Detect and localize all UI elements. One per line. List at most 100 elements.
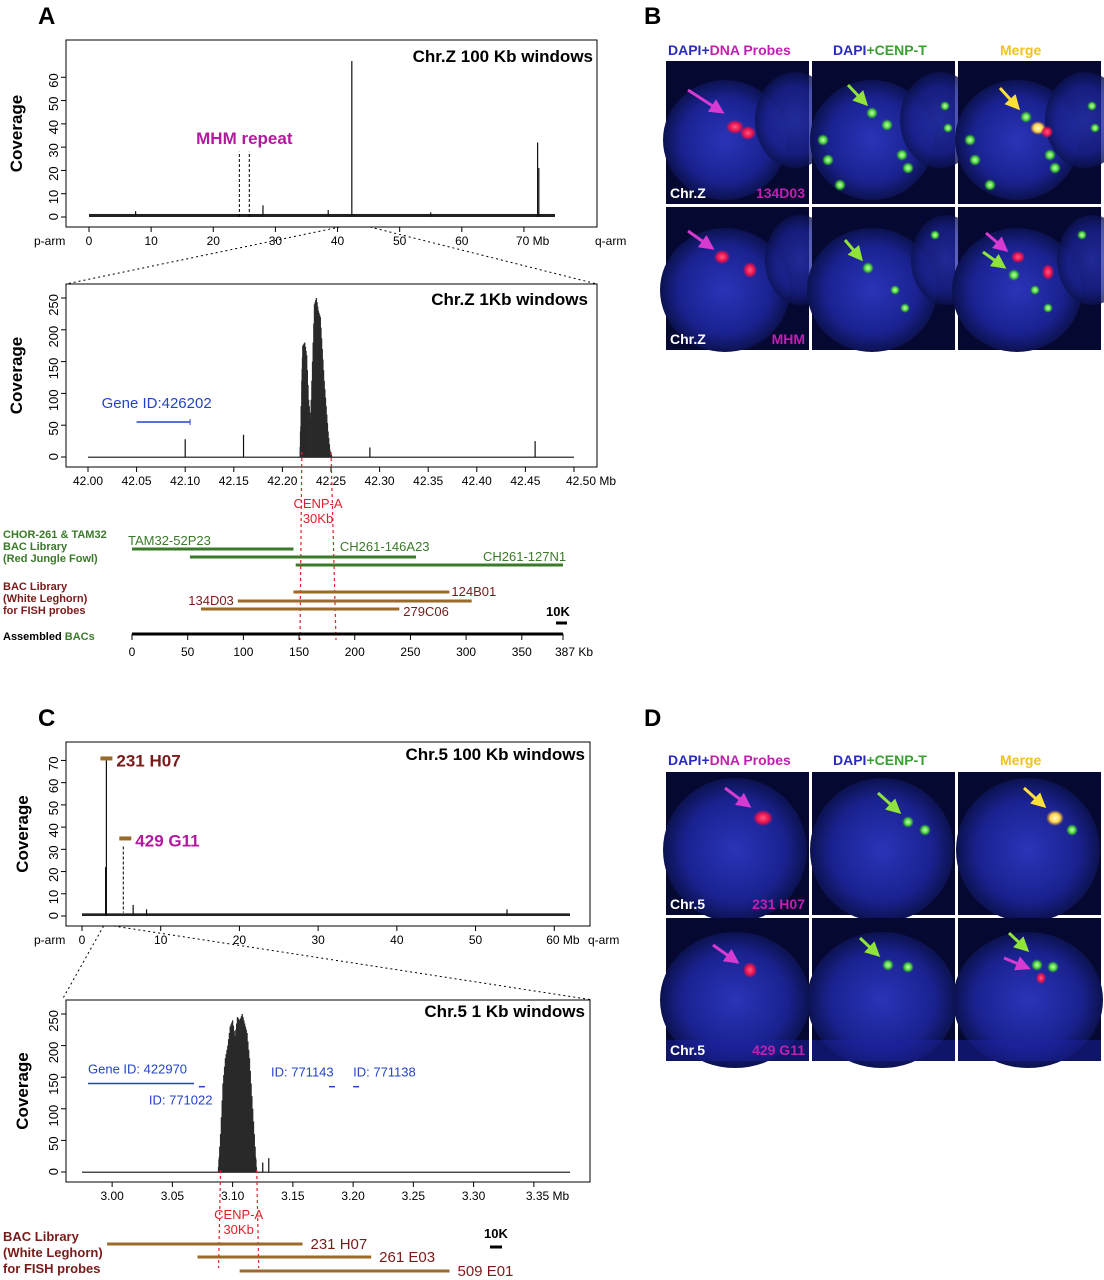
micro-b-chr-label-1: Chr.Z: [670, 185, 706, 201]
bac-label-green: TAM32-52P23: [128, 533, 211, 548]
gene-label: Gene ID: 422970: [88, 1062, 187, 1077]
x-tick-label: 50: [393, 234, 407, 248]
plot-frame: [65, 741, 591, 927]
x-tick-label: 42.10: [170, 474, 200, 488]
y-tick-label: 250: [46, 1010, 61, 1032]
x-tick-label: 42.35: [413, 474, 443, 488]
y-tick-label: 0: [46, 213, 61, 220]
chart-title: Chr.5 100 Kb windows: [406, 745, 586, 764]
x-tick-label: 42.45: [510, 474, 540, 488]
x-tick-label: 20: [233, 933, 247, 947]
y-tick-label: 10: [46, 190, 61, 204]
micro-d-r2c2: [807, 918, 957, 1068]
chart-chr5-100kb: Chr.5 100 Kb windows Coverage 0 10 20 30 40 50 6…: [13, 741, 619, 947]
bac-label: 429 G11: [135, 831, 199, 850]
micro-d-r1c2: [810, 772, 955, 922]
y-axis-label: Coverage: [13, 795, 32, 872]
y-tick-label: 20: [46, 166, 61, 180]
chart-chrz-1kb: Chr.Z 1Kb windows Coverage 0 50 100 150 200 250…: [7, 283, 616, 488]
y-axis-label: Coverage: [13, 1052, 32, 1129]
y-tick-label: 100: [46, 1105, 61, 1127]
micro-d-r1c3: [956, 772, 1101, 922]
cenp-dashed-left: [217, 1169, 222, 1269]
micro-d-chr-label-2: Chr.5: [670, 1042, 705, 1058]
micro-d-r1c1: Chr.5 231 H07: [663, 772, 809, 922]
x-tick-label: 3.05: [161, 1189, 185, 1203]
bac-label-brown: 509 E01: [458, 1263, 514, 1280]
y-tick-label: 0: [46, 453, 61, 460]
cenp-dashed-left: [299, 451, 303, 641]
y-tick-label: 60: [46, 779, 61, 793]
x-tick-label: 50: [469, 933, 483, 947]
micro-b-r2c3: [952, 207, 1104, 352]
baseline-band: [88, 456, 574, 458]
y-tick-label: 70: [46, 756, 61, 770]
chart-title: Chr.Z 1Kb windows: [431, 290, 588, 309]
y-tick-label: 0: [46, 1168, 61, 1175]
kb-tick-label: 387 Kb: [555, 645, 593, 659]
x-tick-label: 42.50 Mb: [566, 474, 616, 488]
bac-label-brown: 261 E03: [379, 1249, 435, 1266]
p-arm-label: p-arm: [34, 933, 65, 947]
x-tick-label: 42.25: [316, 474, 346, 488]
y-tick-label: 40: [46, 823, 61, 837]
bac-label-brown: 279C06: [403, 604, 449, 619]
panel-label-b: B: [644, 3, 661, 30]
cenp-size-label: 30Kb: [303, 511, 333, 526]
y-tick-label: 100: [46, 389, 61, 411]
chart-chr5-1kb: Chr.5 1 Kb windows Coverage 0 50 100 150 200 25…: [13, 999, 591, 1203]
x-tick-label: 10: [154, 933, 168, 947]
kb-tick-label: 50: [181, 645, 195, 659]
x-tick-label: 3.15: [281, 1189, 305, 1203]
gene-label: ID: 771143: [271, 1065, 334, 1080]
micro-d-probe-label-1: 231 H07: [752, 896, 805, 912]
zoom-line-right: [113, 925, 594, 1001]
plot-frame: [65, 283, 598, 468]
x-tick-label: 30: [311, 933, 325, 947]
x-tick-label: 42.20: [267, 474, 297, 488]
x-tick-label: 42.30: [365, 474, 395, 488]
plot-frame: [65, 999, 591, 1183]
scale-label: 10K: [484, 1226, 508, 1241]
scale-label: 10K: [546, 604, 570, 619]
group-label-wl: BAC Library: [3, 581, 68, 593]
group-label-wl: (White Leghorn): [3, 1245, 103, 1260]
y-axis-label: Coverage: [7, 337, 26, 414]
kb-tick-label: 200: [345, 645, 365, 659]
micro-d-r2c1: Chr.5 429 G11: [660, 918, 810, 1068]
p-arm-label: p-arm: [34, 234, 65, 248]
col-header-merge: Merge: [1000, 42, 1041, 58]
x-tick-label: 60: [455, 234, 469, 248]
x-tick-label: 30: [269, 234, 283, 248]
zoom-connectors: [61, 226, 598, 1001]
kb-tick-label: 0: [129, 645, 136, 659]
x-tick-label: 42.05: [122, 474, 152, 488]
assembled-label: Assembled BACs: [3, 631, 95, 643]
bac-label: 231 H07: [116, 751, 180, 770]
kb-tick-label: 250: [400, 645, 420, 659]
x-tick-label: 0: [79, 933, 86, 947]
group-label-wl: BAC Library: [3, 1229, 80, 1244]
cenp-a-label: CENP-A: [293, 496, 342, 511]
y-tick-label: 50: [46, 421, 61, 435]
micrograph-panel-b: DAPI+DNA Probes DAPI+CENP-T Merge Chr.Z …: [660, 42, 1104, 352]
kb-tick-label: 300: [456, 645, 476, 659]
y-tick-label: 30: [46, 143, 61, 157]
y-tick-label: 150: [46, 1073, 61, 1095]
y-tick-label: 250: [46, 294, 61, 316]
baseline-band: [82, 913, 570, 916]
x-tick-label: 10: [144, 234, 158, 248]
micro-b-chr-label-2: Chr.Z: [670, 331, 706, 347]
cenp-a-label: CENP-A: [214, 1207, 263, 1222]
y-tick-label: 200: [46, 326, 61, 348]
x-tick-label: 3.35 Mb: [526, 1189, 570, 1203]
cenp-size-label: 30Kb: [223, 1222, 253, 1237]
group-label-wl: for FISH probes: [3, 1261, 101, 1276]
zoom-line-left: [61, 925, 105, 1001]
gene-label: ID: 771138: [353, 1065, 416, 1080]
x-tick-label: 3.30: [462, 1189, 486, 1203]
gene-label: ID: 771022: [149, 1093, 213, 1108]
group-label-rjf: (Red Jungle Fowl): [3, 553, 98, 565]
panel-label-c: C: [38, 705, 55, 732]
